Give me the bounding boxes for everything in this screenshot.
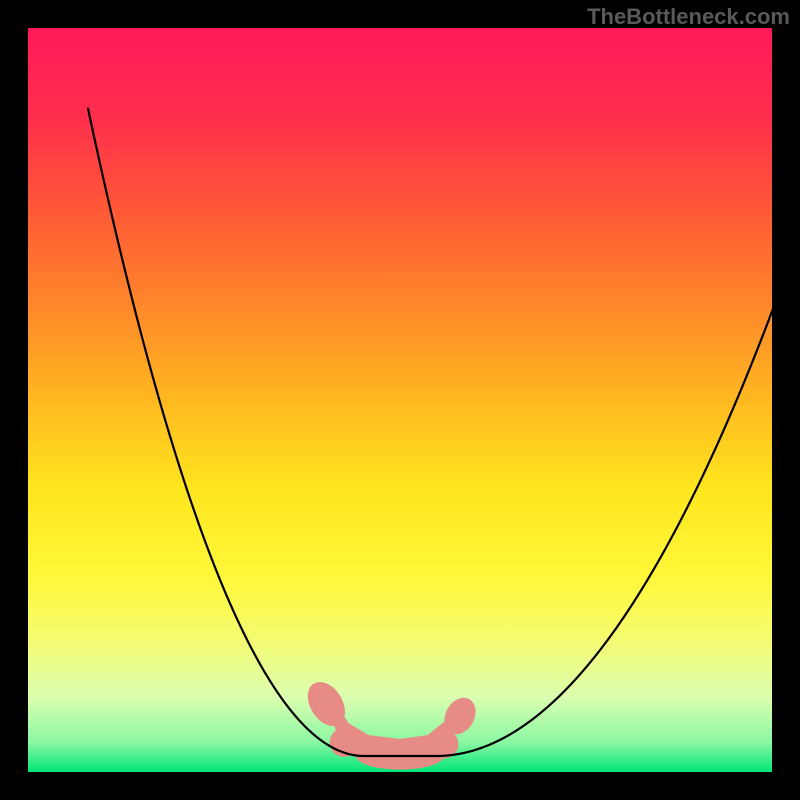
chart-stage: TheBottleneck.com xyxy=(0,0,800,800)
chart-svg xyxy=(0,0,800,800)
gradient-panel xyxy=(28,28,772,772)
